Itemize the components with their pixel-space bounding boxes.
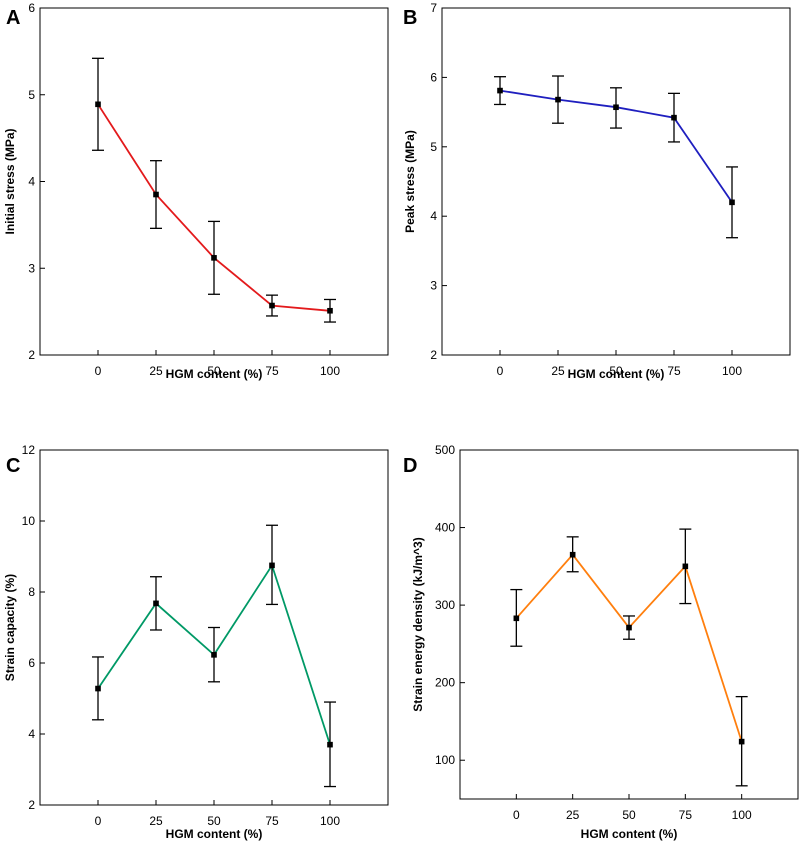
y-tick-label: 6 xyxy=(28,1,35,15)
y-tick-label: 200 xyxy=(435,676,455,690)
y-tick-label: 300 xyxy=(435,598,455,612)
y-tick-label: 7 xyxy=(430,1,437,15)
x-tick-label: 0 xyxy=(513,808,520,822)
y-tick-label: 100 xyxy=(435,753,455,767)
data-point xyxy=(269,562,275,569)
data-point xyxy=(626,624,632,631)
panel-a: A 2 3 4 5 6 0 25 50 75 100 HGM content (%) Initial s… xyxy=(3,1,389,381)
data-point xyxy=(569,551,576,558)
x-axis-label: HGM content (%) xyxy=(166,827,263,841)
y-axis-label: Peak stress (MPa) xyxy=(403,130,417,233)
x-tick-label: 75 xyxy=(679,808,693,822)
x-axis-label: HGM content (%) xyxy=(166,367,263,381)
data-point xyxy=(153,191,159,198)
x-tick-label: 100 xyxy=(320,364,340,378)
data-point xyxy=(738,738,745,745)
x-tick-label: 75 xyxy=(265,814,279,828)
x-tick-label: 50 xyxy=(207,364,221,378)
y-tick-label: 6 xyxy=(28,656,35,670)
panel-letter: C xyxy=(6,455,20,477)
panel-letter: D xyxy=(403,455,417,477)
y-tick-label: 2 xyxy=(28,798,35,812)
x-tick-label: 100 xyxy=(732,808,752,822)
y-tick-label: 6 xyxy=(430,70,437,84)
x-axis-label: HGM content (%) xyxy=(581,827,678,841)
panel-letter: B xyxy=(403,7,417,29)
data-point xyxy=(555,96,561,103)
y-tick-label: 3 xyxy=(430,279,437,293)
data-point xyxy=(211,255,217,261)
data-point xyxy=(497,87,503,94)
y-tick-label: 4 xyxy=(28,175,35,189)
x-tick-label: 75 xyxy=(667,364,681,378)
data-point xyxy=(682,563,689,570)
panel-d: D 100 200 300 400 500 0 25 50 75 100 HGM content (%… xyxy=(403,443,799,841)
x-tick-label: 25 xyxy=(149,814,163,828)
data-point xyxy=(153,600,159,607)
x-tick-label: 0 xyxy=(95,814,102,828)
data-point xyxy=(613,104,619,111)
data-point xyxy=(513,615,520,622)
x-tick-label: 100 xyxy=(722,364,742,378)
y-tick-label: 5 xyxy=(430,140,437,154)
series-line xyxy=(515,553,743,742)
y-tick-label: 2 xyxy=(430,348,437,362)
panel-letter: A xyxy=(6,7,20,29)
y-tick-label: 5 xyxy=(28,88,35,102)
x-tick-label: 100 xyxy=(320,814,340,828)
x-tick-label: 50 xyxy=(622,808,636,822)
x-tick-label: 25 xyxy=(566,808,580,822)
x-tick-label: 25 xyxy=(551,364,565,378)
y-tick-label: 10 xyxy=(22,514,36,528)
y-tick-label: 12 xyxy=(22,443,36,457)
x-tick-label: 50 xyxy=(609,364,623,378)
plot-frame xyxy=(441,7,791,356)
y-axis-label: Strain energy density (kJ/m^3) xyxy=(411,537,425,711)
data-point xyxy=(671,114,677,121)
data-point xyxy=(95,685,101,692)
x-tick-label: 50 xyxy=(207,814,221,828)
x-axis-label: HGM content (%) xyxy=(568,367,665,381)
y-tick-label: 8 xyxy=(28,585,35,599)
data-point xyxy=(95,101,101,108)
data-point xyxy=(327,307,333,314)
x-tick-label: 0 xyxy=(95,364,102,378)
panel-c: C 2 4 6 8 10 12 0 25 50 75 100 HGM content (%) Strain… xyxy=(3,443,389,841)
y-axis-label: Initial stress (MPa) xyxy=(3,128,17,234)
y-tick-label: 4 xyxy=(430,209,437,223)
y-tick-label: 400 xyxy=(435,521,455,535)
y-tick-label: 500 xyxy=(435,443,455,457)
y-tick-label: 3 xyxy=(28,261,35,275)
data-point xyxy=(327,741,333,748)
y-tick-label: 4 xyxy=(28,727,35,741)
x-tick-label: 75 xyxy=(265,364,279,378)
x-tick-label: 25 xyxy=(149,364,163,378)
y-axis-label: Strain capacity (%) xyxy=(3,574,17,681)
data-point xyxy=(729,199,735,206)
panel-b: B 2 3 4 5 6 7 0 25 50 75 100 HGM content (%) Peak str… xyxy=(403,1,791,381)
data-point xyxy=(211,652,217,658)
plot-frame xyxy=(39,7,389,356)
data-point xyxy=(269,302,275,309)
y-tick-label: 2 xyxy=(28,348,35,362)
x-tick-label: 0 xyxy=(497,364,504,378)
